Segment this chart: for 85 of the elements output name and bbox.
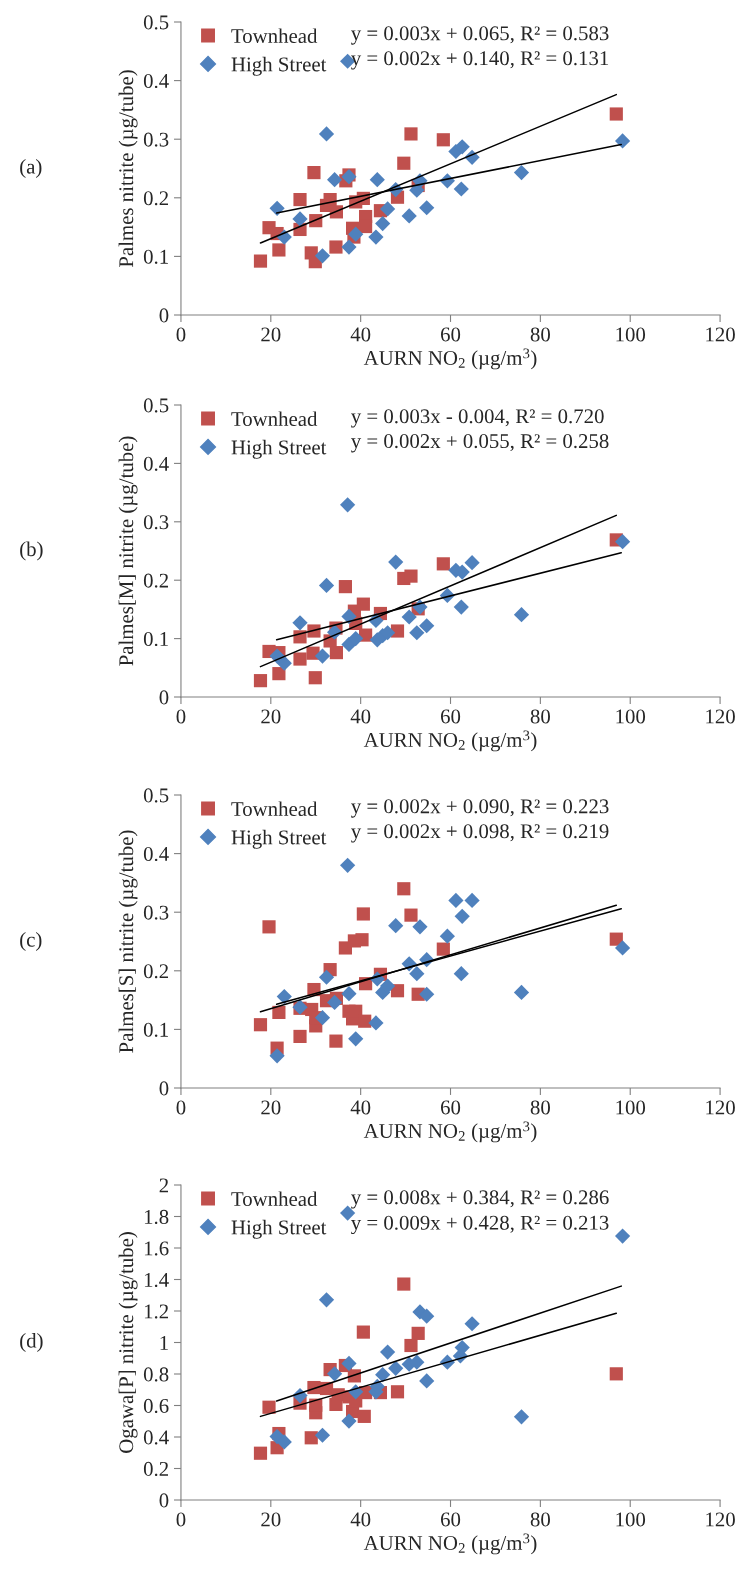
x-tick-label: 40	[350, 1100, 371, 1115]
x-tick-label: 100	[616, 327, 646, 342]
y-tick-label: 0.3	[143, 905, 169, 920]
x-tick-label: 40	[350, 709, 371, 724]
annotation: y = 0.003x - 0.004, R² = 0.720	[351, 409, 604, 428]
x-tick-label: 80	[530, 327, 550, 342]
y-tick-label: 0.2	[143, 1461, 169, 1477]
y-tick-label: 0.4	[143, 846, 169, 862]
y-tick-label: 0.4	[143, 73, 169, 89]
y-tick-label: 0.1	[143, 631, 168, 647]
y-tick-label: 0.1	[143, 249, 168, 264]
x-tick-label: 80	[530, 1512, 550, 1527]
y-tick-label: 0.4	[143, 1430, 169, 1445]
x-axis-title: AURN NO$_{2}$ (µg/m$^{3}$)	[363, 730, 537, 752]
legend-label: Townhead	[231, 411, 318, 427]
y-tick-label: 0.3	[143, 132, 169, 147]
y-tick-label: 0	[159, 690, 169, 705]
x-tick-label: 120	[706, 709, 735, 724]
x-tick-label: 80	[530, 709, 550, 724]
x-tick-label: 60	[440, 1512, 461, 1527]
x-tick-label: 100	[616, 709, 646, 724]
x-tick-label: 20	[261, 1100, 281, 1115]
annotation: y = 0.002x + 0.140, R² = 0.131	[351, 51, 609, 70]
x-tick-label: 100	[616, 1100, 646, 1115]
x-tick-label: 60	[440, 709, 461, 724]
y-tick-label: 0.2	[143, 573, 169, 588]
legend-label: High Street	[231, 56, 327, 76]
x-tick-label: 20	[261, 1512, 281, 1527]
text: (c)	[20, 932, 42, 951]
annotation: y = 0.002x + 0.098, R² = 0.219	[351, 824, 609, 843]
y-tick-label: 0.8	[143, 1367, 169, 1382]
x-tick-label: 60	[440, 1100, 461, 1115]
annotation: y = 0.009x + 0.428, R² = 0.213	[351, 1215, 609, 1235]
x-tick-label: 0	[176, 327, 186, 342]
y-tick-label: 0.4	[143, 456, 169, 471]
x-tick-label: 80	[530, 1100, 550, 1115]
legend-label: Townhead	[231, 1191, 318, 1207]
y-tick-label: 0	[159, 1493, 169, 1508]
y-axis-title: Palmes[M] nitrite (µg/tube)	[118, 436, 138, 666]
y-tick-label: 2	[159, 1178, 169, 1193]
x-tick-label: 40	[350, 1512, 371, 1527]
legend-label: High Street	[231, 829, 327, 849]
y-tick-label: 0.6	[143, 1398, 169, 1414]
text: (a)	[20, 159, 42, 178]
y-tick-label: 0	[159, 308, 169, 323]
x-tick-label: 0	[176, 1100, 186, 1115]
annotation: y = 0.002x + 0.090, R² = 0.223	[351, 799, 609, 818]
y-axis-title: Ogawa[P] nitrite (µg/tube)	[118, 1232, 138, 1453]
annotation: y = 0.002x + 0.055, R² = 0.258	[351, 434, 609, 453]
legend-label: High Street	[231, 439, 327, 459]
annotation: y = 0.003x + 0.065, R² = 0.583	[351, 26, 609, 45]
annotation: y = 0.008x + 0.384, R² = 0.286	[351, 1190, 609, 1209]
y-tick-label: 1.8	[144, 1209, 169, 1225]
y-tick-label: 0.5	[143, 788, 169, 803]
legend-label: Townhead	[231, 28, 318, 44]
x-tick-label: 0	[176, 1512, 186, 1527]
y-tick-label: 0.3	[143, 515, 169, 530]
x-axis-title: AURN NO$_{2}$ (µg/m$^{3}$)	[363, 1121, 537, 1143]
x-tick-label: 0	[176, 709, 186, 724]
y-tick-label: 0.5	[143, 15, 169, 30]
y-tick-label: 0.1	[143, 1022, 168, 1037]
x-tick-label: 120	[706, 1100, 735, 1115]
x-tick-label: 20	[261, 327, 281, 342]
x-tick-label: 120	[706, 1512, 735, 1527]
text: (d)	[20, 1333, 43, 1352]
y-tick-label: 1.4	[144, 1272, 169, 1288]
legend-label: Townhead	[231, 801, 318, 817]
x-tick-label: 100	[616, 1512, 646, 1527]
y-tick-label: 0.2	[143, 191, 169, 206]
y-axis-title: Palmes nitrite (µg/tube)	[118, 70, 138, 268]
y-tick-label: 0.5	[143, 398, 169, 413]
legend-label: High Street	[231, 1219, 327, 1239]
y-tick-label: 1.6	[144, 1241, 169, 1256]
y-tick-label: 0	[159, 1081, 169, 1096]
x-tick-label: 60	[440, 327, 461, 342]
x-axis-title: AURN NO$_{2}$ (µg/m$^{3}$)	[363, 348, 537, 370]
y-tick-label: 0.2	[143, 964, 169, 979]
y-axis-title: Palmes[S] nitrite (µg/tube)	[118, 830, 138, 1053]
text: (b)	[20, 541, 43, 561]
x-tick-label: 120	[706, 327, 735, 342]
y-tick-label: 1.2	[144, 1304, 169, 1319]
x-tick-label: 40	[350, 327, 371, 342]
x-tick-label: 20	[261, 709, 281, 724]
x-axis-title: AURN NO$_{2}$ (µg/m$^{3}$)	[363, 1533, 537, 1555]
y-tick-label: 1	[160, 1335, 168, 1350]
